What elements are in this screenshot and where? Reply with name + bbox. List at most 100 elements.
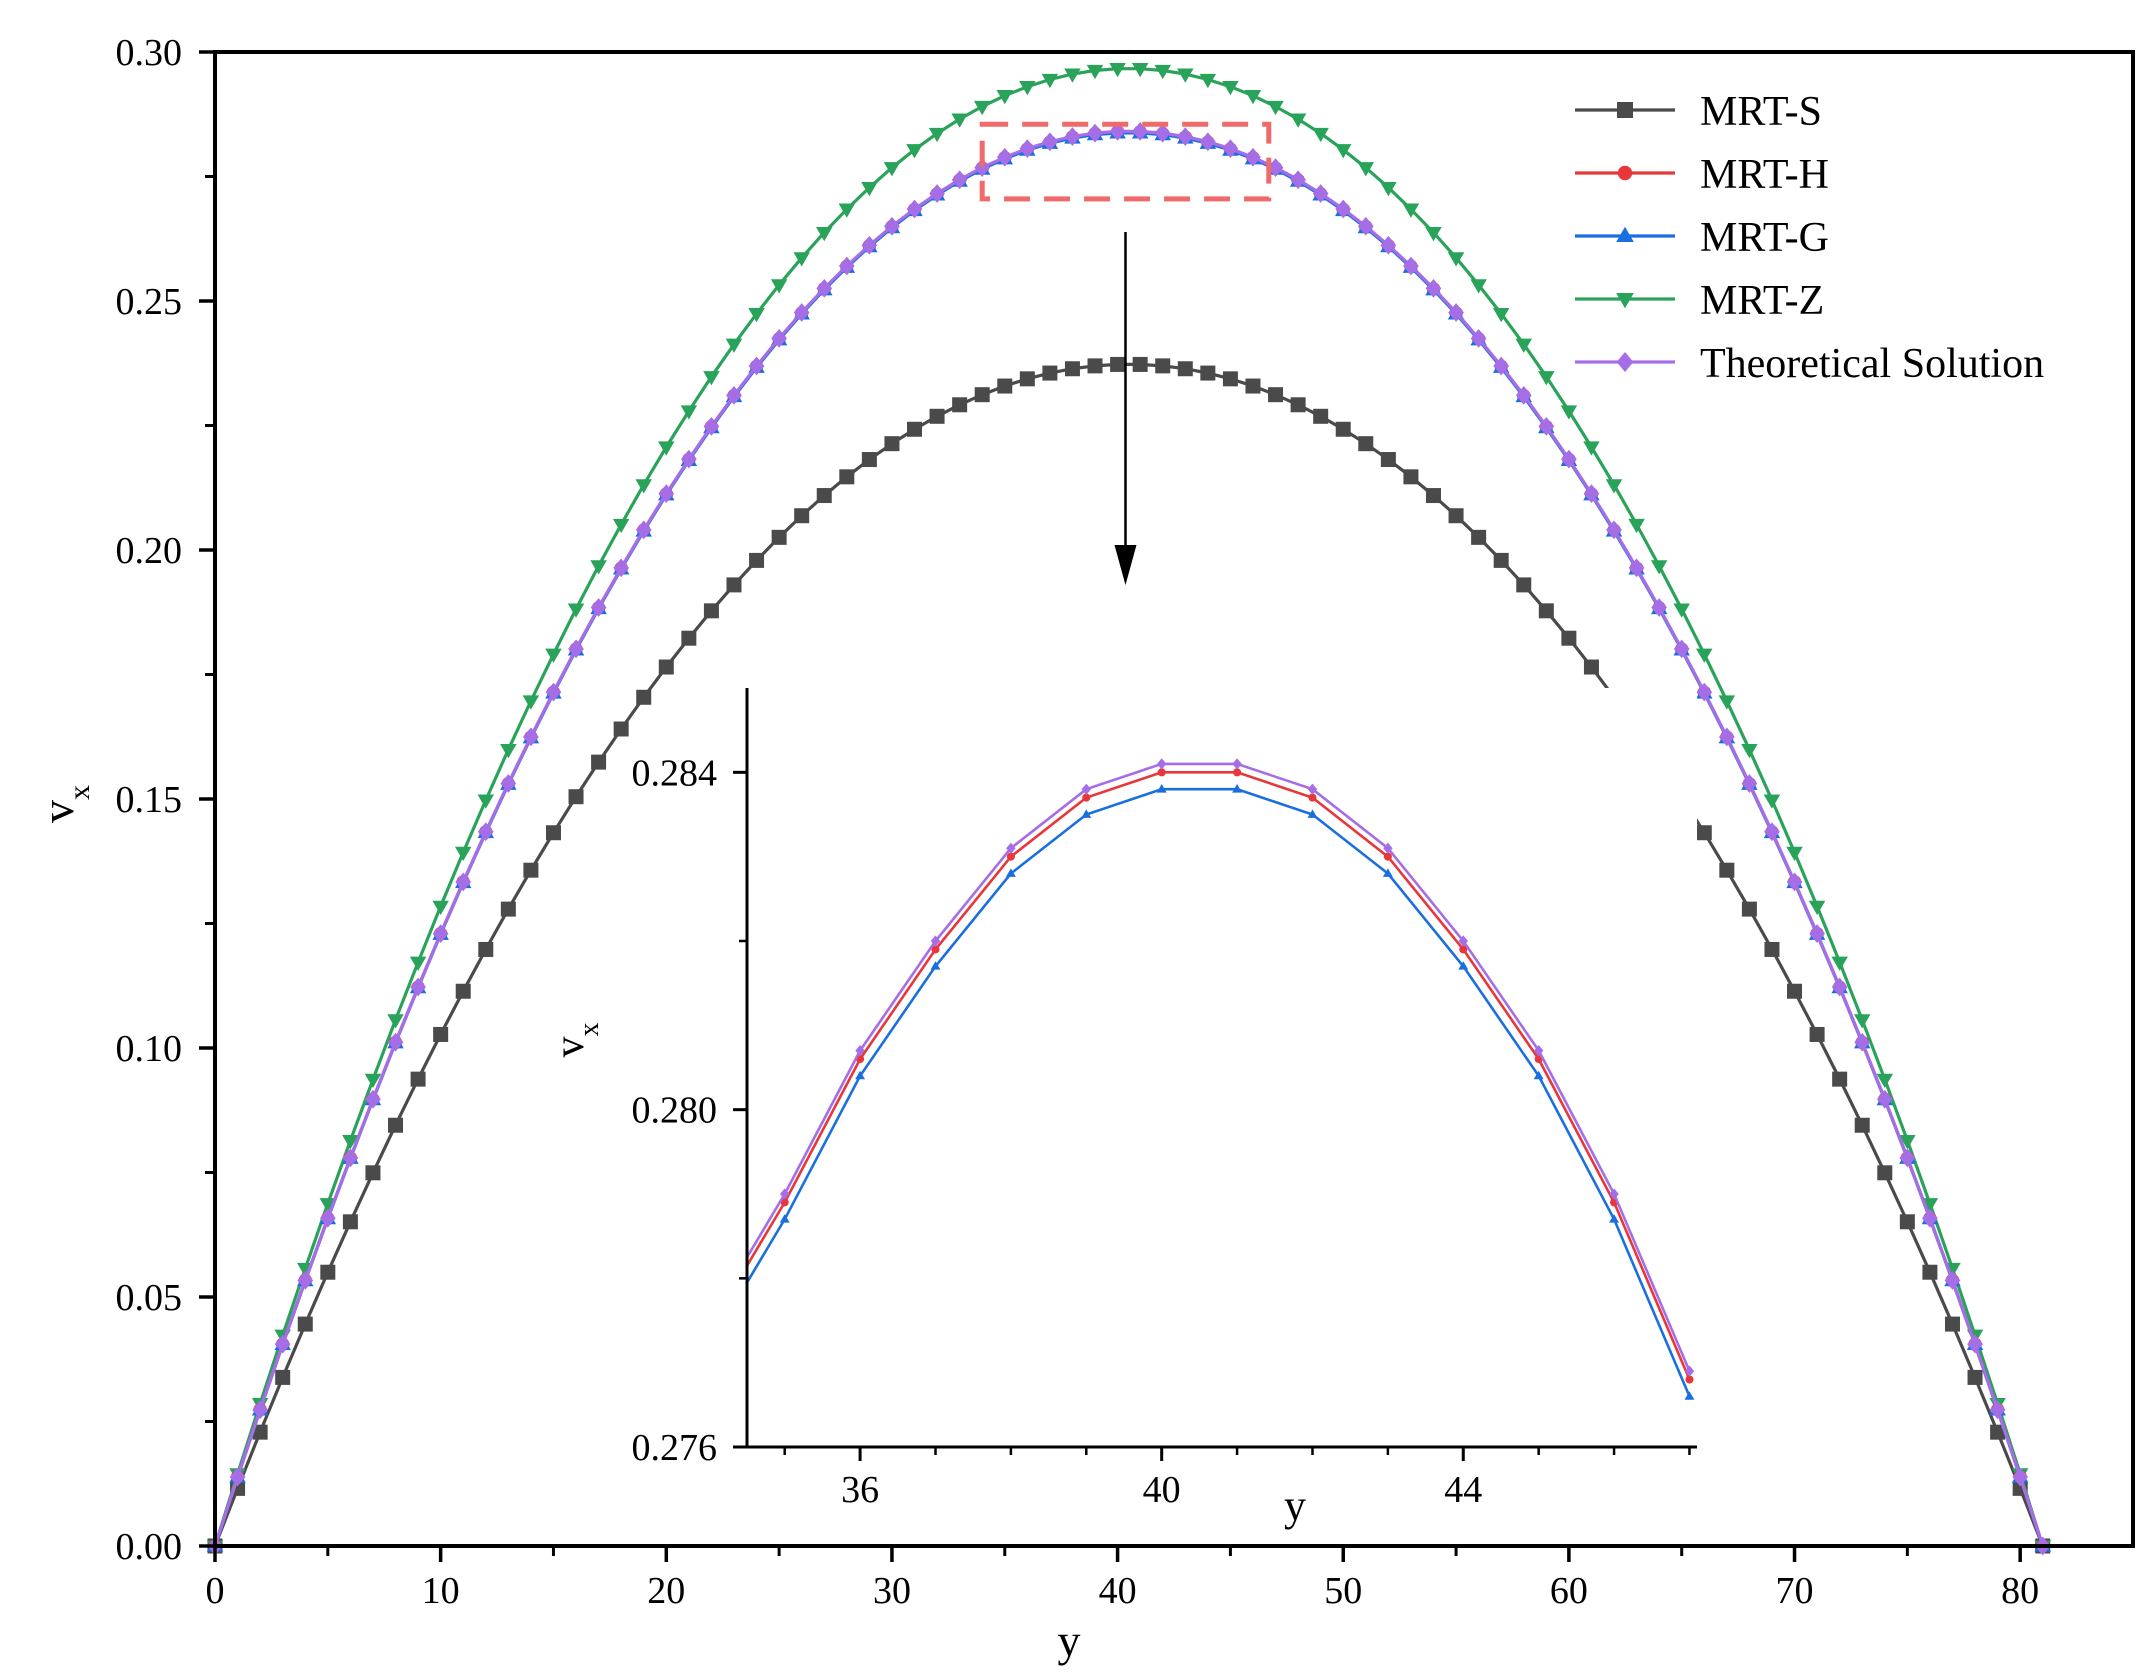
x-tick-label: 60 [1550, 1570, 1588, 1612]
inset-data-point [1382, 868, 1393, 877]
inset-data-point [1307, 809, 1318, 818]
data-point [1741, 744, 1758, 759]
data-point [974, 158, 991, 178]
data-point [342, 1148, 359, 1168]
data-point [1944, 1270, 1961, 1290]
inset-data-point [1082, 793, 1091, 802]
data-point [1447, 252, 1465, 267]
data-point [1719, 862, 1735, 878]
inset-data-point [1533, 1045, 1544, 1057]
inset-data-point [1232, 784, 1243, 793]
inset-data-point [1233, 768, 1242, 777]
data-point [319, 1208, 336, 1228]
inset-data-point [855, 1045, 865, 1057]
zoom-annotation [979, 121, 1272, 585]
data-point [1132, 356, 1148, 372]
data-point [839, 469, 855, 485]
data-point [1154, 123, 1171, 143]
data-point [1222, 371, 1238, 387]
data-point [658, 484, 675, 504]
inset-data-point [1081, 809, 1092, 818]
data-point [703, 603, 719, 619]
y-tick-label: 0.20 [116, 530, 183, 572]
data-point [1696, 682, 1713, 702]
inset-data-point [1685, 1375, 1694, 1384]
data-point [568, 639, 584, 659]
inset-x-tick-label: 36 [841, 1469, 879, 1511]
data-point [1064, 68, 1081, 83]
data-point [1290, 397, 1306, 413]
inset-data-point [1081, 783, 1092, 795]
inset-x-tick-label: 44 [1444, 1469, 1482, 1511]
data-point [928, 127, 946, 143]
series-mrt-s [207, 356, 2051, 1554]
data-point [1583, 441, 1600, 456]
data-point [1312, 184, 1329, 203]
inset-series-line [747, 771, 1691, 1381]
inset-series-group [747, 758, 1695, 1400]
legend-label: MRT-S [1700, 89, 1822, 135]
inset-series-line [747, 762, 1691, 1372]
legend-marker [1616, 293, 1634, 309]
data-point [1876, 1089, 1893, 1109]
data-point [658, 659, 674, 675]
data-point [1538, 417, 1555, 436]
data-point [1470, 279, 1487, 294]
data-point [1967, 1369, 1983, 1385]
legend-item-mrt-s: MRT-S [1575, 89, 1822, 135]
data-point [1651, 598, 1668, 617]
data-point [1786, 846, 1803, 861]
data-point [590, 560, 607, 575]
x-tick-label: 0 [206, 1570, 225, 1612]
data-point [1470, 329, 1487, 348]
data-point [771, 529, 787, 545]
data-point [1199, 132, 1216, 152]
legend-marker [1616, 226, 1634, 242]
legend-item-theoretical-solution: Theoretical Solution [1575, 341, 2044, 387]
zoom-box [979, 121, 1272, 202]
data-point [1493, 356, 1510, 376]
series-line [213, 67, 2045, 1547]
data-point [906, 199, 923, 219]
data-point [1222, 139, 1239, 159]
data-point [1831, 977, 1848, 997]
data-point [523, 862, 539, 878]
inset-series-mrt-h [747, 768, 1694, 1384]
data-point [1109, 122, 1126, 141]
legend-marker [1617, 165, 1633, 181]
data-point [906, 144, 923, 159]
y-tick-label: 0.10 [116, 1028, 183, 1070]
data-point [1177, 127, 1194, 146]
data-point [1561, 630, 1577, 646]
data-point [1403, 256, 1419, 276]
data-point [1560, 405, 1578, 420]
data-point [1787, 983, 1803, 999]
data-point [1268, 387, 1284, 403]
inset-y-tick-label: 0.284 [632, 752, 718, 794]
data-point [568, 789, 584, 805]
data-point [1583, 659, 1599, 675]
inset-data-point [1458, 935, 1468, 947]
data-point [635, 520, 652, 540]
data-point [1561, 449, 1577, 469]
data-point [455, 983, 471, 999]
legend-label: MRT-G [1700, 215, 1829, 261]
data-point [1131, 63, 1149, 78]
data-point [387, 1014, 404, 1029]
data-point [275, 1369, 291, 1385]
inset-data-point [1383, 842, 1393, 854]
data-point [726, 385, 742, 405]
data-point [997, 378, 1013, 394]
data-point [1921, 1198, 1939, 1213]
inset-y-axis-title-subscript: x [574, 1023, 605, 1037]
data-point [1289, 113, 1307, 128]
data-point [297, 1316, 313, 1332]
x-axis-title: y [1058, 1615, 1081, 1666]
data-point [1064, 361, 1080, 377]
data-point [1199, 73, 1217, 89]
data-point [1853, 1014, 1871, 1029]
data-point [612, 518, 630, 534]
data-point [365, 1165, 381, 1181]
x-tick-label: 40 [1099, 1570, 1137, 1612]
